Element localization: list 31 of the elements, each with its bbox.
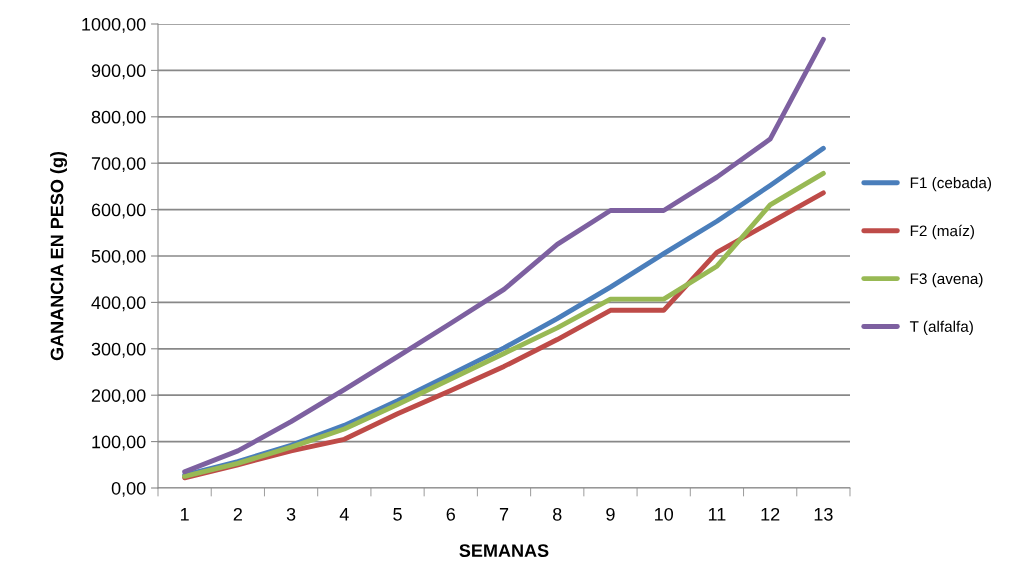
y-axis-title: GANANCIA EN PESO (g) <box>50 151 68 361</box>
x-tick-label: 5 <box>393 508 402 521</box>
legend-label: F3 (avena) <box>910 272 983 288</box>
x-tick-label: 6 <box>446 507 455 521</box>
x-tick-label: 1 <box>180 508 189 521</box>
y-tick-label: 100,00 <box>92 435 146 451</box>
x-tick-label: 11 <box>708 508 726 521</box>
x-tick-label: 8 <box>552 507 562 521</box>
x-tick-label: 10 <box>655 507 674 521</box>
x-tick-label: 13 <box>814 507 833 521</box>
y-tick-label: 900,00 <box>91 64 146 80</box>
x-tick-label: 9 <box>606 507 615 521</box>
y-tick-label: 600,00 <box>91 203 146 219</box>
line-series <box>182 36 826 475</box>
y-tick-label: 500,00 <box>91 249 146 265</box>
x-tick-label: 2 <box>233 507 242 521</box>
y-tick-label: 300,00 <box>91 342 146 358</box>
x-tick-label: 7 <box>499 508 509 521</box>
legend-label: F1 (cebada) <box>910 177 992 192</box>
y-tick-label: 700,00 <box>91 157 146 173</box>
y-tick-label: 1000,00 <box>82 17 146 33</box>
y-tick-label: 0,00 <box>111 481 146 497</box>
x-tick-label: 12 <box>761 507 780 521</box>
legend-label: F2 (maíz) <box>910 224 974 240</box>
x-axis-title: SEMANAS <box>459 544 549 557</box>
y-tick-label: 200,00 <box>91 389 146 405</box>
legend-label: T (alfalfa) <box>909 320 973 335</box>
x-tick-label: 4 <box>339 508 349 521</box>
x-tick-label: 3 <box>286 507 296 521</box>
y-tick-label: 800,00 <box>91 110 146 126</box>
y-tick-label: 400,00 <box>91 296 146 312</box>
